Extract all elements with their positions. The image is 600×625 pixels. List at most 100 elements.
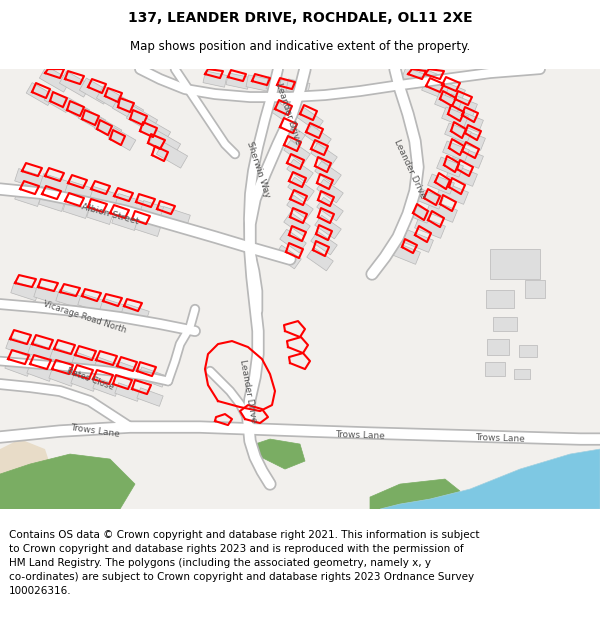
Bar (97, 86, 128, 112)
Bar (416, 68, 448, 91)
Bar (315, 161, 341, 185)
Bar (455, 127, 485, 151)
Bar (94, 357, 122, 377)
Bar (490, 249, 540, 279)
Bar (40, 174, 70, 194)
Text: Map shows position and indicative extent of the property.: Map shows position and indicative extent… (130, 40, 470, 53)
Text: Trows Lane: Trows Lane (70, 423, 120, 439)
Bar (59, 71, 91, 97)
Bar (403, 230, 433, 253)
Bar (135, 217, 161, 236)
Bar (14, 169, 46, 189)
Text: Trows Lane: Trows Lane (475, 432, 525, 443)
Bar (15, 188, 41, 206)
Bar (317, 179, 343, 203)
Bar (284, 213, 310, 236)
Bar (28, 342, 56, 362)
Bar (65, 181, 95, 202)
Polygon shape (0, 454, 135, 509)
Bar (428, 174, 454, 194)
Bar (514, 369, 530, 379)
Text: Leander Drive: Leander Drive (238, 359, 258, 423)
Bar (39, 192, 65, 211)
Bar (287, 159, 313, 183)
Bar (100, 298, 128, 318)
Bar (137, 388, 163, 406)
Bar (72, 352, 100, 372)
Bar (127, 106, 158, 132)
Bar (27, 362, 53, 381)
Bar (112, 212, 138, 231)
Bar (525, 280, 545, 298)
Bar (149, 130, 181, 156)
Polygon shape (555, 459, 600, 509)
Bar (11, 281, 39, 301)
Text: Leander Drive: Leander Drive (392, 138, 428, 200)
Bar (26, 82, 54, 106)
Bar (305, 125, 331, 149)
Bar (34, 286, 62, 305)
Bar (437, 182, 469, 204)
Text: Vicarage Road North: Vicarage Road North (42, 299, 128, 335)
Bar (401, 67, 428, 87)
Bar (485, 362, 505, 376)
Bar (78, 293, 106, 312)
Bar (286, 79, 310, 95)
Text: 137, LEANDER DRIVE, ROCHDALE, OL11 2XE: 137, LEANDER DRIVE, ROCHDALE, OL11 2XE (128, 11, 472, 24)
Bar (442, 107, 469, 127)
Bar (108, 127, 136, 151)
Bar (140, 201, 170, 222)
Bar (226, 73, 250, 89)
Bar (315, 215, 341, 239)
Bar (112, 96, 143, 122)
Bar (297, 107, 323, 131)
Bar (44, 89, 72, 112)
Bar (139, 118, 170, 144)
Text: Bates Close: Bates Close (65, 366, 115, 392)
Bar (275, 245, 301, 269)
Bar (5, 357, 31, 376)
Bar (272, 102, 298, 126)
Bar (116, 362, 144, 382)
Bar (404, 203, 431, 223)
Bar (311, 143, 337, 167)
Bar (56, 289, 84, 309)
Bar (93, 378, 119, 396)
Polygon shape (370, 479, 460, 509)
Text: Albion Street: Albion Street (80, 202, 140, 226)
Text: Trows Lane: Trows Lane (335, 430, 385, 441)
Bar (452, 110, 484, 132)
Bar (427, 200, 457, 222)
Bar (287, 195, 313, 219)
Bar (79, 78, 110, 104)
Bar (266, 77, 290, 93)
Bar (434, 93, 461, 113)
Polygon shape (0, 69, 600, 509)
Bar (445, 123, 472, 143)
Bar (246, 75, 270, 91)
Bar (415, 216, 445, 238)
Bar (452, 146, 484, 168)
Bar (437, 157, 463, 177)
Bar (40, 66, 71, 92)
Bar (94, 118, 122, 141)
Text: Sherwin Way: Sherwin Way (245, 140, 271, 198)
Bar (50, 347, 78, 367)
Bar (160, 206, 190, 228)
Bar (486, 290, 514, 308)
Text: Leander Drive: Leander Drive (274, 82, 302, 146)
Bar (78, 107, 106, 131)
Bar (115, 194, 145, 214)
Bar (284, 140, 310, 164)
Bar (121, 303, 149, 322)
Bar (49, 368, 75, 386)
Bar (138, 367, 166, 387)
Bar (280, 229, 306, 253)
Bar (115, 382, 141, 401)
Bar (71, 372, 97, 391)
Bar (288, 177, 314, 201)
Polygon shape (380, 449, 600, 509)
Bar (62, 98, 90, 121)
Bar (203, 71, 227, 88)
Bar (422, 79, 448, 99)
